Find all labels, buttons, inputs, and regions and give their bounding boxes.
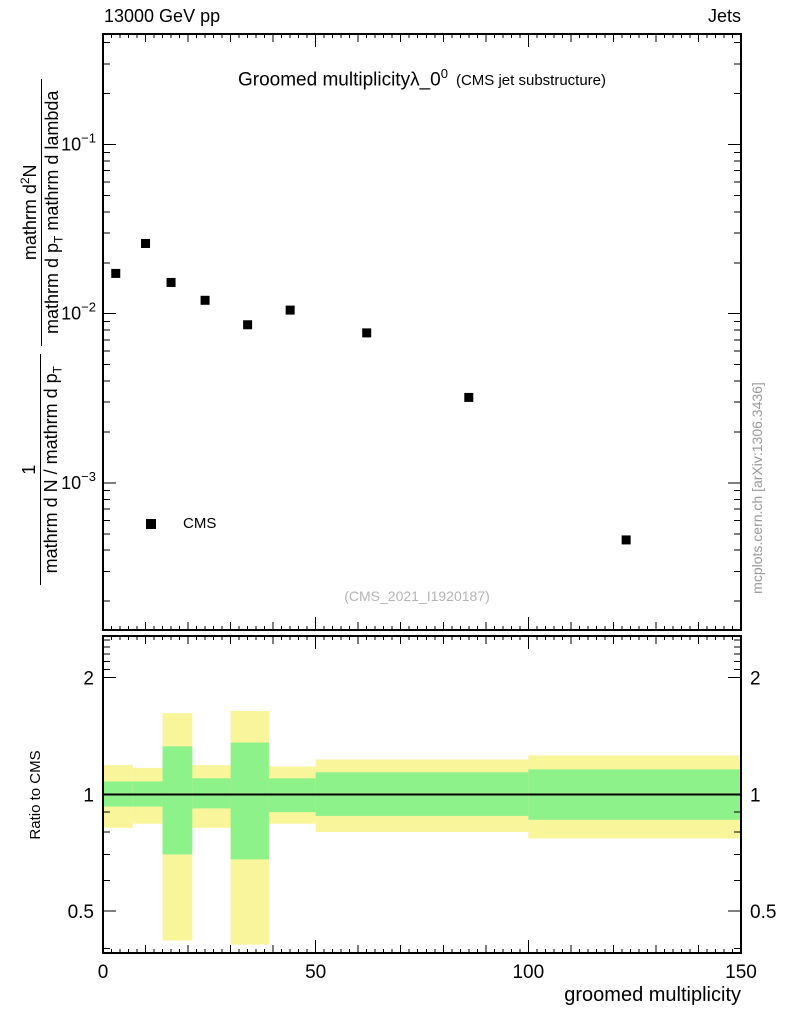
data-point xyxy=(285,305,295,315)
plot-title: Groomed multiplicityλ_00 (CMS jet substru… xyxy=(103,66,741,91)
ratio-y-tick-label: 0.5 xyxy=(750,902,776,923)
y-title-frac2-num: mathrm d2N xyxy=(17,164,40,261)
panel-frame xyxy=(102,33,742,631)
ratio-y-tick-label: 2 xyxy=(750,669,761,690)
band-inner xyxy=(230,742,269,860)
x-tick-label: 50 xyxy=(305,962,326,983)
ratio-axis-title: Ratio to CMS xyxy=(27,750,44,840)
y-title-fraction-1: 1 mathrm d N / mathrm d pT xyxy=(18,354,66,586)
axes: 10−1 10−2 10−3 0.5 0.5 1 1 2 2 0 50 100 150 xyxy=(61,33,776,983)
data-point xyxy=(200,295,210,305)
y-axis-title: 1 mathrm d N / mathrm d pT mathrm d2N ma… xyxy=(16,35,68,629)
ratio-y-tick-label: 0.5 xyxy=(68,902,94,923)
band-inner xyxy=(192,778,231,809)
main-y-tick-label: 10−1 xyxy=(61,131,96,155)
beam-energy-label: 13000 GeV pp xyxy=(104,6,221,26)
process-label: Jets xyxy=(707,6,741,26)
x-axis-title: groomed multiplicity xyxy=(564,984,741,1006)
ratio-y-tick-label: 2 xyxy=(83,669,94,690)
main-y-tick-label: 10−2 xyxy=(61,300,96,324)
data-point xyxy=(464,392,474,402)
analysis-id-watermark: (CMS_2021_I1920187) xyxy=(344,588,490,604)
legend-square-marker-icon xyxy=(146,518,156,529)
y-title-frac2-den: mathrm d pT mathrm d lambda xyxy=(41,78,67,347)
data-point xyxy=(141,238,151,248)
y-title-fraction-2: mathrm d2N mathrm d pT mathrm d lambda xyxy=(17,78,67,347)
data-point xyxy=(111,268,121,278)
band-inner xyxy=(162,746,193,855)
data-point xyxy=(621,535,631,545)
plot-title-suffix: (CMS jet substructure) xyxy=(455,72,607,90)
legend-label: CMS xyxy=(183,515,217,532)
mcplots-reference-note: mcplots.cern.ch [arXiv:1306.3436] xyxy=(749,382,765,594)
data-point xyxy=(362,328,372,338)
plot-title-sup: 0 xyxy=(440,66,448,81)
y-title-frac1-den: mathrm d N / mathrm d pT xyxy=(40,354,66,586)
x-tick-label: 0 xyxy=(98,962,109,983)
x-tick-label: 150 xyxy=(725,962,757,983)
legend: CMS xyxy=(146,515,216,532)
ratio-y-tick-label: 1 xyxy=(83,785,94,806)
y-title-frac1-num: 1 xyxy=(18,464,39,475)
x-tick-label: 100 xyxy=(512,962,544,983)
ratio-uncertainty-bands xyxy=(103,711,741,945)
plot-title-text: Groomed multiplicity xyxy=(237,69,411,91)
panel-frame xyxy=(102,635,742,954)
data-point xyxy=(166,277,176,287)
data-points xyxy=(111,238,631,545)
data-point xyxy=(243,320,253,330)
plot-title-symbol: λ_0 xyxy=(410,69,441,91)
main-y-tick-label: 10−3 xyxy=(61,469,96,493)
ratio-y-tick-label: 1 xyxy=(750,785,761,806)
